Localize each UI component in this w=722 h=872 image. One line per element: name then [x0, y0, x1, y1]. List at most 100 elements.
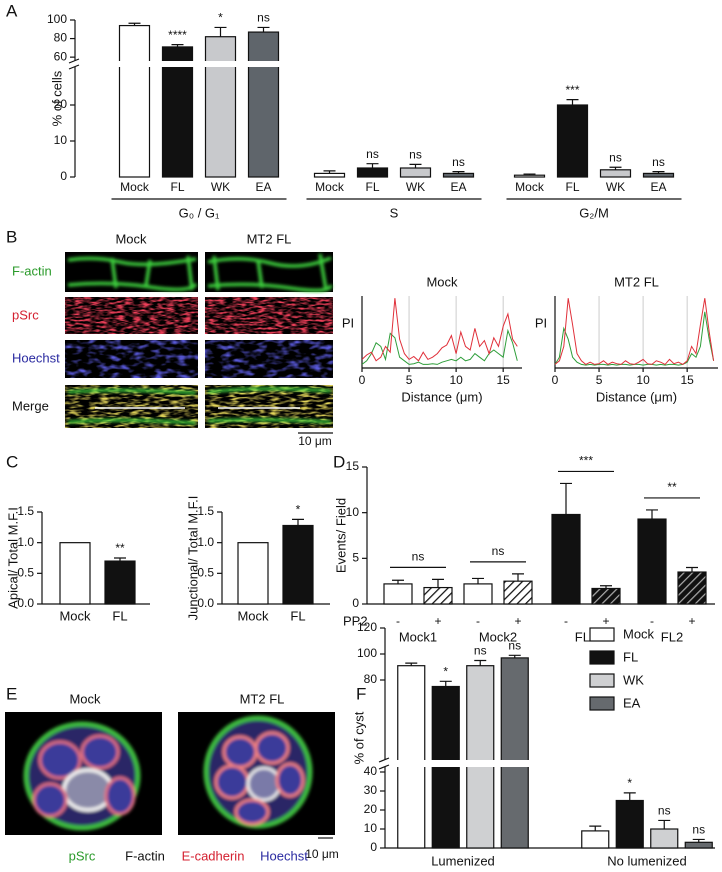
x-tick-label: FL	[170, 180, 184, 194]
y-tick-label: 1.5	[17, 504, 34, 518]
x-axis-title: Distance (μm)	[596, 389, 677, 404]
error-bar	[472, 577, 484, 584]
error-bar	[114, 557, 126, 562]
column-label: Mock	[69, 691, 101, 706]
error-bar	[452, 171, 465, 174]
chart-title: MT2 FL	[614, 274, 659, 289]
significance-label: *	[218, 11, 223, 25]
error-bar	[658, 819, 671, 829]
x-tick-label: EA	[450, 180, 466, 194]
image-pair: Mock MT2 FL 10 μm pSrc F	[5, 691, 339, 863]
x-tick-label: WK	[211, 180, 230, 194]
legend-swatch	[589, 627, 615, 642]
significance-label: ns	[658, 804, 671, 818]
bar	[356, 167, 389, 178]
error-bar	[566, 99, 579, 105]
row-label: pSrc	[12, 307, 39, 322]
x-tick-label: 10	[449, 373, 463, 387]
bar	[237, 542, 269, 605]
y-tick-label: 0.0	[17, 596, 34, 610]
axis-break-mark	[68, 58, 80, 64]
bar	[551, 513, 581, 605]
legend-label: EA	[623, 695, 641, 710]
error-bar	[128, 22, 141, 26]
error-bar	[439, 680, 452, 687]
bar	[399, 167, 432, 178]
bar	[247, 31, 280, 178]
y-axis-title: PI	[535, 315, 547, 330]
profile-line	[361, 298, 518, 362]
row-label: Merge	[12, 398, 49, 413]
error-bar	[623, 792, 636, 801]
row-label: F-actin	[12, 263, 52, 278]
column-label: MT2 FL	[240, 691, 285, 706]
significance-label: *	[627, 776, 632, 790]
significance-label: ns	[474, 644, 487, 658]
x-category-label: G₀ / G₁	[179, 205, 220, 220]
error-bar	[560, 482, 572, 515]
x-tick-label: Mock	[515, 180, 545, 194]
bar	[442, 172, 475, 178]
y-tick-label: 0.5	[197, 566, 214, 580]
error-bar	[292, 518, 304, 526]
comparison-label: ns	[492, 544, 505, 558]
error-bar	[366, 163, 379, 168]
bar	[677, 571, 707, 605]
x-tick-label: 5	[406, 373, 413, 387]
panel-letter: B	[6, 227, 17, 246]
y-axis-title: Apical/ Total M.F.I	[5, 507, 20, 609]
y-tick-label: 0.5	[17, 566, 34, 580]
significance-label: *	[296, 503, 301, 517]
y-tick-label: 0	[370, 840, 377, 854]
bar	[556, 104, 589, 178]
y-tick-label: 1.5	[197, 504, 214, 518]
panel-letter: A	[6, 1, 18, 20]
x-tick-label: 0	[359, 373, 366, 387]
y-tick-label: 1.0	[17, 535, 34, 549]
axis-break-mark	[68, 64, 80, 70]
x-tick-label: +	[514, 614, 521, 628]
significance-label: ns	[257, 11, 270, 25]
error-bar	[474, 659, 487, 666]
y-tick-label: 80	[54, 31, 68, 45]
comparison-label: ns	[412, 550, 425, 564]
error-bar	[646, 509, 658, 520]
error-bar	[171, 44, 184, 47]
significance-label: ns	[366, 147, 379, 161]
x-tick-label: +	[602, 614, 609, 628]
bar	[637, 518, 667, 605]
axis-break-mark	[378, 764, 390, 770]
bar	[397, 665, 426, 849]
bar	[500, 657, 529, 849]
bar	[599, 169, 632, 178]
significance-label: **	[115, 541, 125, 555]
bar	[642, 172, 675, 178]
x-tick-label: -	[396, 614, 400, 628]
column-label: MT2 FL	[247, 231, 292, 246]
x-tick-label: WK	[606, 180, 625, 194]
row-label: Hoechst	[12, 350, 60, 365]
y-tick-label: 0	[352, 596, 359, 610]
error-bar	[692, 838, 705, 843]
legend-swatch	[589, 650, 615, 665]
bar	[161, 46, 194, 178]
channel-label: pSrc	[69, 848, 96, 863]
significance-label: ns	[409, 148, 422, 162]
bar	[118, 24, 151, 178]
significance-label: ***	[565, 83, 579, 97]
y-axis-title: Events/ Field	[333, 498, 348, 573]
axis-break-mark	[378, 757, 390, 763]
y-tick-label: 10	[364, 821, 378, 835]
y-tick-label: 40	[364, 764, 378, 778]
legend-label: FL	[623, 649, 638, 664]
legend-label: Mock	[623, 626, 655, 641]
x-tick-label: 15	[680, 373, 694, 387]
comparison-label: ***	[579, 454, 593, 468]
significance-label: ****	[168, 28, 187, 42]
significance-label: ns	[508, 638, 521, 652]
x-category-label: Mock2	[479, 629, 517, 644]
y-tick-label: 1.0	[197, 535, 214, 549]
panel-letter: E	[6, 684, 17, 703]
x-tick-label: +	[434, 614, 441, 628]
error-bar	[323, 170, 336, 174]
